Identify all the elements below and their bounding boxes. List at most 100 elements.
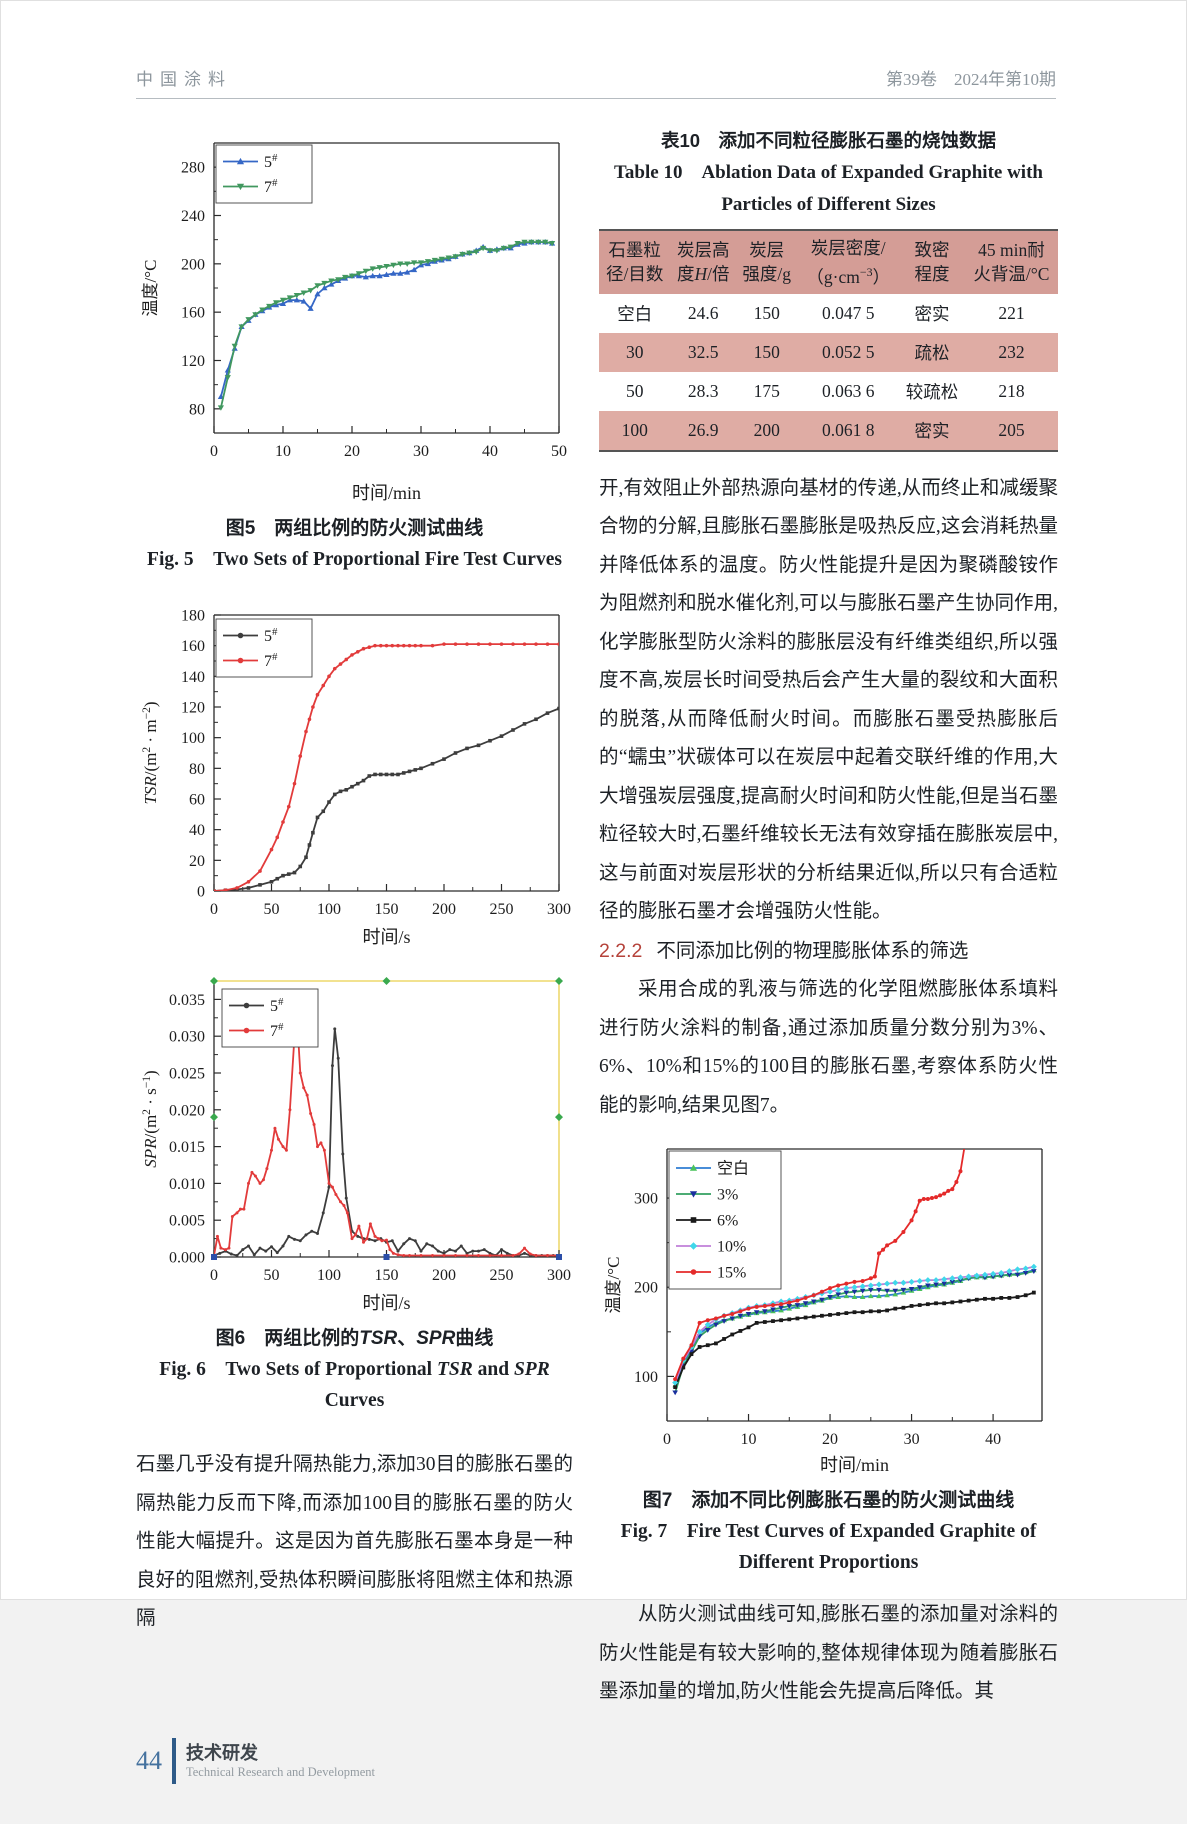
table-cell: 0.047 5 <box>821 302 875 323</box>
svg-text:温度/°C: 温度/°C <box>604 1257 623 1314</box>
table-cell: 26.9 <box>687 419 719 440</box>
svg-text:时间/min: 时间/min <box>820 1455 889 1475</box>
svg-text:200: 200 <box>432 1267 456 1284</box>
table-cell: 150 <box>753 341 780 362</box>
table-cell: 密实 <box>914 303 950 324</box>
table-cell: 0.052 5 <box>821 341 875 362</box>
svg-text:250: 250 <box>490 901 514 918</box>
svg-text:120: 120 <box>181 353 205 370</box>
svg-text:40: 40 <box>189 822 205 839</box>
svg-text:3%: 3% <box>717 1187 738 1204</box>
footer-divider <box>172 1737 176 1784</box>
svg-text:SPR/(m2 · s−1): SPR/(m2 · s−1) <box>140 1070 160 1167</box>
table-row: 100 26.9 200 0.061 8 密实 205 <box>599 410 1058 451</box>
fig7-caption-zh: 图7 添加不同比例膨胀石墨的防火测试曲线 <box>642 1490 1015 1512</box>
fig5-caption-en: Fig. 5 Two Sets of Proportional Fire Tes… <box>147 549 562 570</box>
fig5-caption: 图5 两组比例的防火测试曲线 Fig. 5 Two Sets of Propor… <box>136 513 573 575</box>
svg-text:160: 160 <box>181 638 205 655</box>
page-header: 中国涂料 第39卷 2024年第10期 <box>136 65 1056 99</box>
svg-text:140: 140 <box>181 669 205 686</box>
spr-chart: 0 50 100 150 200 250 300 0.000 0.005 0.010 0.015 0.… <box>136 971 573 1323</box>
table10-title: 表10 添加不同粒径膨胀石墨的烧蚀数据 Table 10 Ablation Da… <box>599 125 1058 221</box>
svg-text:200: 200 <box>181 256 205 273</box>
svg-text:150: 150 <box>375 1267 399 1284</box>
svg-text:7#: 7# <box>264 177 278 196</box>
svg-text:180: 180 <box>181 608 205 625</box>
svg-text:10%: 10% <box>717 1239 746 1256</box>
svg-text:300: 300 <box>547 901 571 918</box>
table-cell: 100 <box>621 419 648 440</box>
svg-text:240: 240 <box>181 208 205 225</box>
svg-text:160: 160 <box>181 305 205 322</box>
fig7-caption-en2: Different Proportions <box>738 1552 919 1574</box>
table10-header-cell: 45 min耐 火背温/°C <box>973 240 1050 285</box>
svg-text:20: 20 <box>822 1431 838 1448</box>
svg-text:时间/min: 时间/min <box>352 483 421 503</box>
svg-text:20: 20 <box>344 443 360 460</box>
table-cell: 205 <box>998 419 1025 440</box>
fig7-caption: 图7 添加不同比例膨胀石墨的防火测试曲线 Fig. 7 Fire Test Cu… <box>599 1485 1058 1578</box>
fig5-chart: 0 10 20 30 40 50 80 120 160 200 240 280 时间/min 温度/°C 5… <box>136 131 573 513</box>
left-column: 0 10 20 30 40 50 80 120 160 200 240 280 时间/min 温度/°C 5… <box>136 125 573 1712</box>
svg-text:空白: 空白 <box>717 1160 749 1178</box>
table-cell: 30 <box>625 341 644 362</box>
table10: 石墨粒 径/目数 炭层高 度H/倍 炭层 强度/g 炭层密度/（g·cm−3） 致密 程度 45 … <box>599 229 1058 452</box>
table-cell: 175 <box>753 380 780 401</box>
svg-text:300: 300 <box>634 1191 658 1208</box>
svg-text:280: 280 <box>181 160 205 177</box>
svg-text:TSR/(m2 · m−2): TSR/(m2 · m−2) <box>140 701 160 804</box>
table-cell: 218 <box>998 380 1025 401</box>
svg-text:0.005: 0.005 <box>169 1213 205 1230</box>
svg-text:200: 200 <box>432 901 456 918</box>
right-column: 表10 添加不同粒径膨胀石墨的烧蚀数据 Table 10 Ablation Da… <box>599 125 1058 1712</box>
section-title: 不同添加比例的物理膨胀体系的筛选 <box>656 940 969 962</box>
svg-text:30: 30 <box>413 443 429 460</box>
svg-text:100: 100 <box>317 901 341 918</box>
fig6-caption-en: Fig. 6 Two Sets of Proportional TSR and … <box>159 1359 550 1411</box>
table-cell: 空白 <box>617 303 653 324</box>
svg-text:5#: 5# <box>264 152 278 171</box>
right-paragraph-1: 开,有效阻止外部热源向基材的传递,从而终止和减缓聚合物的分解,且膨胀石墨膨胀是吸… <box>599 477 1058 923</box>
svg-text:温度/°C: 温度/°C <box>141 260 160 317</box>
tsr-chart: 0 50 100 150 200 250 300 0 20 40 60 80 100 120 140 160 1… <box>136 605 573 957</box>
footer-section: 技术研发 Technical Research and Development <box>186 1742 375 1780</box>
svg-text:80: 80 <box>189 761 205 778</box>
svg-text:150: 150 <box>375 901 399 918</box>
table10-body: 空白 24.6 150 0.047 5 密实 221 30 32.5 150 0.052 5 疏松 2… <box>599 294 1058 451</box>
right-paragraph-2: 采用合成的乳液与筛选的化学阻燃膨胀体系填料进行防火涂料的制备,通过添加质量分数分… <box>599 979 1058 1116</box>
table-cell: 密实 <box>914 420 950 441</box>
journal-title: 中国涂料 <box>136 70 232 89</box>
svg-text:7#: 7# <box>270 1021 284 1040</box>
table-cell: 150 <box>753 302 780 323</box>
table-cell: 221 <box>998 302 1025 323</box>
svg-text:120: 120 <box>181 700 205 717</box>
svg-text:6%: 6% <box>717 1213 738 1230</box>
svg-text:100: 100 <box>634 1369 658 1386</box>
table-cell: 32.5 <box>687 341 719 362</box>
table-cell: 200 <box>753 419 780 440</box>
svg-text:10: 10 <box>275 443 291 460</box>
page-footer: 44 技术研发 Technical Research and Developme… <box>136 1712 1056 1824</box>
svg-text:100: 100 <box>181 730 205 747</box>
table-row: 30 32.5 150 0.052 5 疏松 232 <box>599 332 1058 372</box>
table10-title-en2: Particles of Different Sizes <box>721 194 936 215</box>
svg-text:时间/s: 时间/s <box>362 927 410 947</box>
svg-text:0.030: 0.030 <box>169 1029 205 1046</box>
table10-title-en1: Table 10 Ablation Data of Expanded Graph… <box>614 162 1043 183</box>
svg-text:0: 0 <box>663 1431 671 1448</box>
left-paragraph: 石墨几乎没有提升隔热能力,添加30目的膨胀石墨的隔热能力反而下降,而添加100目… <box>136 1454 573 1629</box>
fig5-caption-zh: 图5 两组比例的防火测试曲线 <box>225 518 484 539</box>
table10-header-cell: 炭层密度/（g·cm−3） <box>806 238 891 287</box>
svg-text:0: 0 <box>197 884 205 901</box>
page-number: 44 <box>136 1745 162 1775</box>
svg-text:100: 100 <box>317 1267 341 1284</box>
svg-text:0.025: 0.025 <box>169 1066 205 1083</box>
svg-text:0.010: 0.010 <box>169 1176 205 1193</box>
table10-head: 石墨粒 径/目数 炭层高 度H/倍 炭层 强度/g 炭层密度/（g·cm−3） 致密 程度 45 … <box>599 230 1058 294</box>
svg-text:0: 0 <box>210 443 218 460</box>
right-paragraph-3: 从防火测试曲线可知,膨胀石墨的添加量对涂料的防火性能是有较大影响的,整体规律体现… <box>599 1604 1058 1703</box>
svg-text:250: 250 <box>490 1267 514 1284</box>
svg-text:0.035: 0.035 <box>169 992 205 1009</box>
svg-text:200: 200 <box>634 1280 658 1297</box>
table-row: 空白 24.6 150 0.047 5 密实 221 <box>599 294 1058 333</box>
